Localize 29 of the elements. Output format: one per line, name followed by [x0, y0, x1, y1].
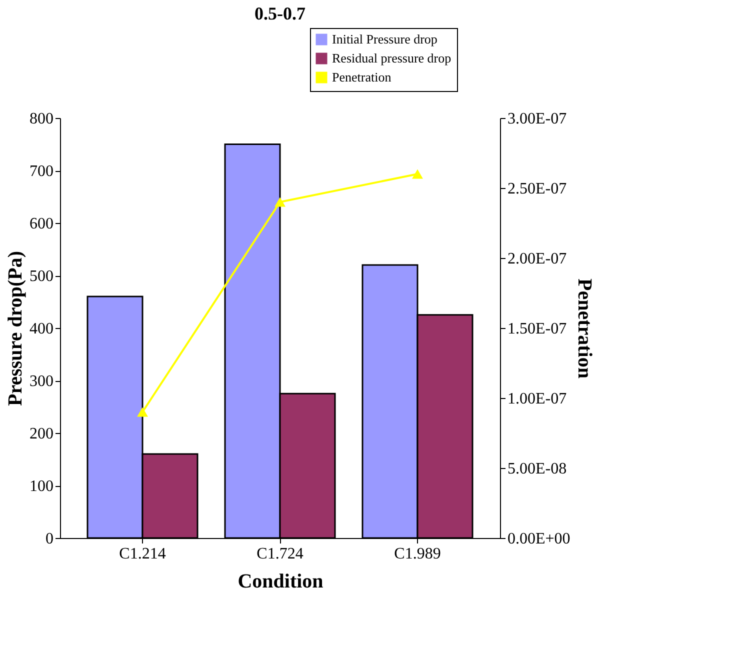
- y2-tick-label: 0.00E+00: [508, 530, 570, 548]
- y-tick-label: 400: [30, 320, 54, 338]
- y2-tick-label: 2.00E-07: [508, 250, 567, 268]
- y2-tick-label: 3.00E-07: [508, 110, 567, 128]
- y2-tick-label: 1.00E-07: [508, 390, 567, 408]
- legend-label: Initial Pressure drop: [332, 32, 438, 46]
- y-tick-label: 700: [30, 163, 54, 180]
- chart-title: 0.5-0.7: [254, 4, 306, 24]
- y-axis-title: Pressure drop(Pa): [4, 251, 26, 406]
- point: [274, 197, 286, 207]
- legend-label: Penetration: [332, 70, 392, 84]
- point: [137, 407, 148, 417]
- x-tick-label: C1.724: [256, 546, 304, 562]
- y2-axis-title: Penetration: [573, 278, 596, 378]
- y-tick-label: 600: [30, 216, 54, 232]
- y2-tick-label: 1.50E-07: [508, 320, 567, 338]
- y-tick-label: 500: [30, 268, 54, 285]
- y2-tick-label: 2.50E-07: [508, 180, 567, 198]
- x-tick-label: C1.214: [119, 546, 166, 562]
- x-tick-label: C1.989: [394, 546, 441, 562]
- legend-label: Residual pressure drop: [332, 50, 452, 66]
- point: [412, 169, 423, 179]
- y-tick-label: 0: [46, 530, 54, 548]
- y-tick-label: 300: [30, 373, 54, 390]
- y-tick-label: 200: [30, 426, 54, 442]
- y-tick-label: 800: [30, 110, 54, 128]
- y2-tick-label: 5.00E-08: [508, 460, 567, 478]
- x-axis-title: Condition: [238, 570, 324, 592]
- y-tick-label: 100: [30, 478, 54, 495]
